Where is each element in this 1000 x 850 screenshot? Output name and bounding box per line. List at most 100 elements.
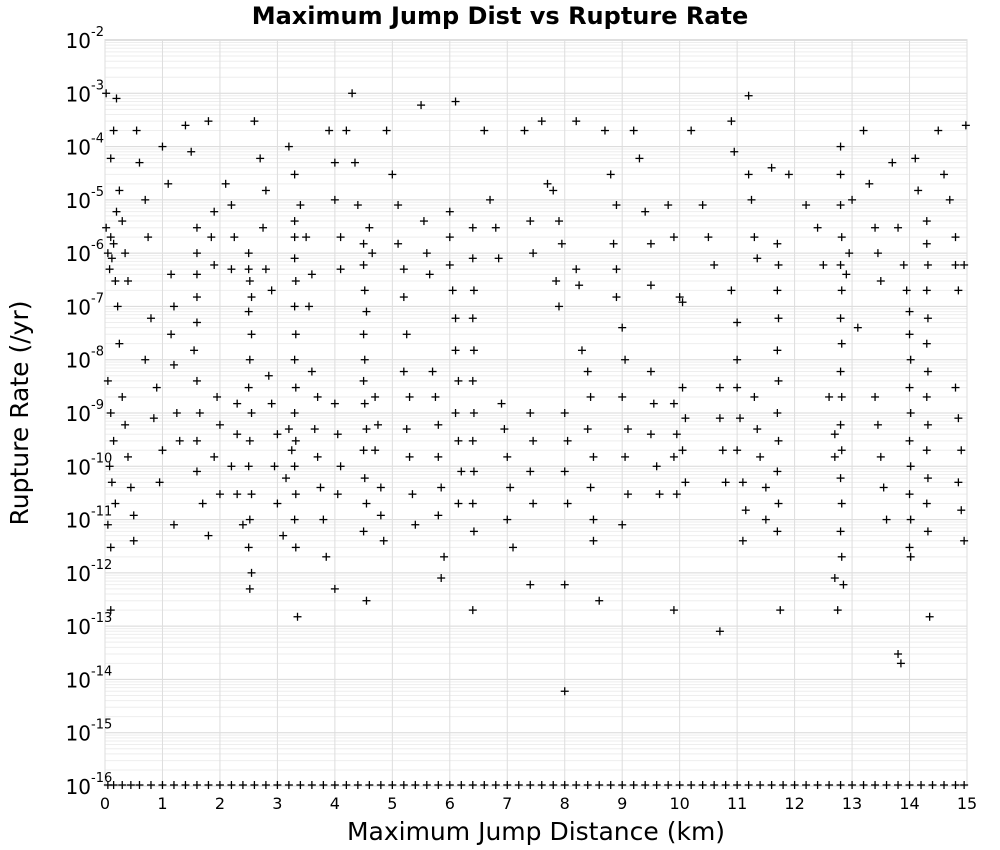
data-point xyxy=(245,436,254,445)
data-point xyxy=(434,420,443,429)
data-point xyxy=(121,249,130,258)
data-point xyxy=(882,781,891,789)
data-point xyxy=(906,515,915,524)
data-point xyxy=(779,781,788,789)
data-point xyxy=(738,478,747,487)
data-point xyxy=(270,462,279,471)
data-point xyxy=(296,201,305,210)
data-point xyxy=(563,499,572,508)
data-point xyxy=(922,286,931,295)
data-point xyxy=(359,446,368,455)
data-point xyxy=(554,302,563,311)
data-point xyxy=(316,483,325,492)
data-point xyxy=(830,574,839,583)
x-tick-label: 1 xyxy=(157,794,167,813)
data-point xyxy=(537,117,546,126)
data-point xyxy=(273,781,282,789)
grid xyxy=(104,40,968,787)
data-point xyxy=(109,239,118,248)
data-point xyxy=(836,170,845,179)
data-point xyxy=(715,627,724,636)
x-tick-label: 0 xyxy=(100,794,110,813)
data-point xyxy=(945,195,954,204)
data-point xyxy=(802,201,811,210)
data-point xyxy=(451,409,460,417)
data-point xyxy=(842,270,851,279)
data-point xyxy=(664,201,673,210)
y-tick-label: 10 -7 xyxy=(66,291,104,319)
data-point xyxy=(882,515,891,524)
data-point xyxy=(192,436,201,445)
data-point xyxy=(486,195,495,204)
data-point xyxy=(468,254,477,263)
data-point xyxy=(790,781,799,789)
data-point xyxy=(733,383,742,392)
data-point xyxy=(284,425,293,434)
data-point xyxy=(618,323,627,332)
data-point xyxy=(155,478,164,487)
data-point xyxy=(896,659,905,668)
data-point xyxy=(612,265,621,274)
data-point xyxy=(914,186,923,195)
x-tick-label: 8 xyxy=(560,794,570,813)
data-point xyxy=(721,781,730,789)
data-point xyxy=(290,217,299,226)
data-point xyxy=(836,367,845,376)
data-point xyxy=(322,552,331,561)
data-point xyxy=(698,781,707,789)
data-point xyxy=(195,409,204,417)
data-point xyxy=(612,201,621,210)
data-point xyxy=(437,483,446,492)
data-point xyxy=(261,186,270,195)
data-point xyxy=(774,436,783,445)
data-point xyxy=(360,399,369,408)
data-point xyxy=(210,452,219,461)
data-point xyxy=(491,223,500,232)
data-point xyxy=(894,650,903,659)
data-point xyxy=(646,281,655,290)
data-point xyxy=(330,584,339,593)
data-point xyxy=(836,260,845,269)
data-point xyxy=(494,254,503,263)
data-point xyxy=(954,286,963,295)
data-point xyxy=(672,430,681,439)
data-point xyxy=(376,511,385,520)
data-point xyxy=(506,483,515,492)
data-point xyxy=(399,265,408,274)
data-point xyxy=(373,420,382,429)
data-point xyxy=(102,223,111,232)
data-point xyxy=(422,781,431,789)
data-point xyxy=(291,543,300,552)
data-point xyxy=(923,314,932,323)
data-point xyxy=(244,383,253,392)
data-point xyxy=(376,483,385,492)
data-point xyxy=(365,223,374,232)
data-point xyxy=(107,478,116,487)
data-point xyxy=(922,339,931,348)
data-point xyxy=(158,142,167,151)
data-point xyxy=(960,781,969,789)
data-point xyxy=(925,612,934,621)
data-point xyxy=(204,531,213,540)
data-point xyxy=(773,527,782,536)
data-point xyxy=(313,452,322,461)
data-point xyxy=(126,483,135,492)
x-tick-label: 7 xyxy=(502,794,512,813)
y-tick-base: 10 xyxy=(66,242,91,266)
data-point xyxy=(132,126,141,135)
data-point xyxy=(761,515,770,524)
y-tick-base: 10 xyxy=(66,509,91,533)
data-point xyxy=(873,420,882,429)
data-point xyxy=(394,201,403,210)
data-point xyxy=(204,117,213,126)
y-tick-exponent: -15 xyxy=(91,718,112,733)
data-point xyxy=(906,355,915,364)
y-tick-exponent: -14 xyxy=(91,664,112,679)
data-point xyxy=(457,781,466,789)
data-point xyxy=(905,781,914,789)
data-point xyxy=(342,781,351,789)
data-point xyxy=(468,376,477,385)
data-point xyxy=(360,355,369,364)
data-point xyxy=(957,506,966,515)
data-point xyxy=(305,302,314,311)
